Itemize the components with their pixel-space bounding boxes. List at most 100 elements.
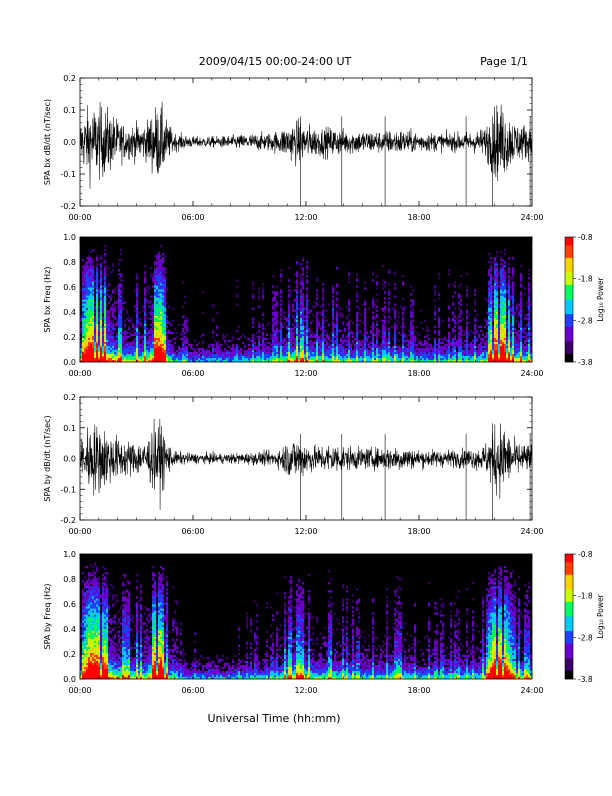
spectrogram-cell [322,354,324,356]
spectrogram-cell [264,352,266,354]
spectrogram-cell [348,326,350,328]
spectrogram-cell [472,348,474,350]
spectrogram-cell [314,356,316,358]
spectrogram-cell [186,322,188,324]
spectrogram-cell [106,320,108,322]
spectrogram-cell [356,277,358,279]
spectrogram-cell [344,328,346,330]
spectrogram-cell [90,271,92,273]
spectrogram-cell [518,338,520,340]
spectrogram-cell [168,356,170,358]
spectrogram-cell [466,334,468,336]
spectrogram-cell [466,289,468,291]
spectrogram-cell [508,338,510,340]
spectrogram-cell [496,352,498,354]
spectrogram-cell [510,340,512,342]
spectrogram-cell [84,358,86,360]
spectrogram-cell [302,306,304,308]
spectrogram-cell [402,297,404,299]
spectrogram-cell [98,308,100,310]
spectrogram-cell [114,350,116,352]
spectrogram-cell [288,356,290,358]
spectrogram-cell [118,354,120,356]
spectrogram-cell [322,350,324,352]
spectrogram-cell [160,358,162,360]
spectrogram-cell [384,308,386,310]
spectrogram-cell [100,302,102,304]
spectrogram-cell [340,330,342,332]
spectrogram-cell [216,348,218,350]
spectrogram-cell [156,346,158,348]
spectrogram-cell [316,330,318,332]
spectrogram-cell [332,346,334,348]
spectrogram-cell [306,330,308,332]
spectrogram-cell [160,279,162,281]
spectrogram-cell [392,338,394,340]
spectrogram-cell [164,293,166,295]
spectrogram-cell [370,348,372,350]
spectrogram-cell [274,346,276,348]
spectrogram-cell [408,344,410,346]
spectrogram-cell [254,346,256,348]
spectrogram-cell [90,342,92,344]
spectrogram-cell [154,332,156,334]
spectrogram-cell [476,320,478,322]
spectrogram-cell [464,352,466,354]
spectrogram-cell [398,356,400,358]
spectrogram-cell [332,291,334,293]
spectrogram-cell [346,356,348,358]
spectrogram-cell [104,255,106,257]
spectrogram-cell [88,275,90,277]
spectrogram-cell [234,350,236,352]
spectrogram-cell [84,271,86,273]
spectrogram-cell [256,352,258,354]
spectrogram-cell [294,310,296,312]
spectrogram-cell [480,354,482,356]
spectrogram-cell [212,306,214,308]
spectrogram-cell [202,354,204,356]
spectrogram-cell [356,336,358,338]
spectrogram-cell [84,308,86,310]
spectrogram-cell [416,352,418,354]
spectrogram-cell [414,344,416,346]
spectrogram-cell [82,269,84,271]
spectrogram-cell [308,350,310,352]
spectrogram-cell [142,306,144,308]
spectrogram-cell [460,304,462,306]
spectrogram-cell [424,340,426,342]
spectrogram-cell [254,354,256,356]
spectrogram-cell [300,358,302,360]
spectrogram-cell [242,342,244,344]
spectrogram-cell [316,277,318,279]
spectrogram-cell [130,358,132,360]
spectrogram-cell [316,336,318,338]
spectrogram-cell [508,348,510,350]
spectrogram-cell [202,358,204,360]
spectrogram-cell [300,320,302,322]
spectrogram-cell [382,279,384,281]
spectrogram-cell [86,271,88,273]
spectrogram-cell [434,344,436,346]
spectrogram-cell [168,352,170,354]
spectrogram-cell [286,354,288,356]
spectrogram-cell [438,273,440,275]
spectrogram-cell [194,356,196,358]
spectrogram-cell [496,334,498,336]
spectrogram-cell [296,358,298,360]
spectrogram-cell [146,289,148,291]
spectrogram-cell [92,342,94,344]
spectrogram-cell [418,352,420,354]
spectrogram-cell [96,281,98,283]
spectrogram-cell [142,350,144,352]
spectrogram-cell [302,348,304,350]
spectrogram-cell [82,350,84,352]
spectrogram-cell [262,312,264,314]
spectrogram-cell [120,289,122,291]
spectrogram-cell [156,265,158,267]
spectrogram-cell [136,273,138,275]
spectrogram-cell [88,344,90,346]
spectrogram-cell [278,356,280,358]
spectrogram-cell [510,314,512,316]
spectrogram-cell [318,320,320,322]
spectrogram-cell [340,350,342,352]
